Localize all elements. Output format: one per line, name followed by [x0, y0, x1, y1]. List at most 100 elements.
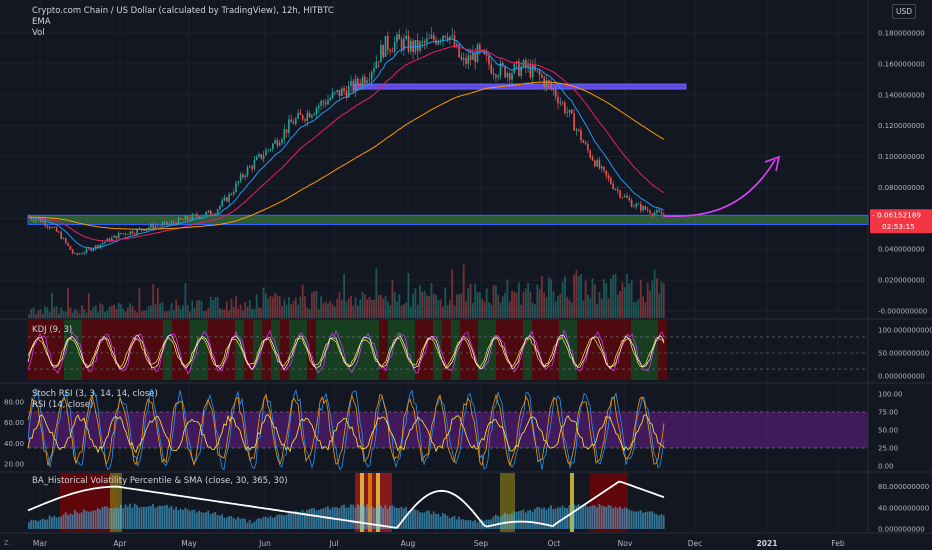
rsi-title[interactable]: RSI (14, close): [32, 400, 94, 410]
candle-body: [534, 64, 536, 71]
candle-body: [320, 101, 322, 106]
candle-body: [545, 80, 548, 87]
candle-body: [85, 248, 88, 253]
volume-bar: [357, 305, 359, 318]
candle-body: [313, 113, 315, 116]
candle-body: [580, 130, 582, 141]
hv-bar: [501, 514, 504, 529]
main-legend: Crypto.com Chain / US Dollar (calculated…: [32, 6, 334, 39]
volume-bar: [74, 308, 76, 318]
volume-bar: [53, 307, 56, 318]
candle-body: [472, 52, 474, 60]
candle-body: [488, 55, 490, 65]
kdj-background-band: [172, 320, 181, 380]
stoch-left-tick-label: 20.00: [4, 461, 24, 469]
candle-body: [640, 203, 642, 211]
volume-bar: [541, 276, 543, 318]
vol-label[interactable]: Vol: [32, 28, 45, 38]
candle-body: [94, 245, 97, 249]
hv-bar: [80, 512, 83, 529]
kdj-background-band: [379, 320, 388, 380]
volume-bar: [453, 305, 456, 318]
volume-bar: [504, 292, 506, 318]
candle-body: [262, 155, 265, 159]
candle-body: [541, 74, 543, 78]
x-tick-label: Aug: [401, 539, 416, 548]
volume-bar: [285, 305, 288, 318]
candle-body: [39, 218, 42, 223]
candle-body: [437, 40, 440, 45]
volume-bar: [483, 301, 486, 318]
volume-bar: [216, 296, 219, 318]
candle-body: [219, 205, 221, 210]
kdj-title[interactable]: KDJ (9, 3): [32, 325, 73, 335]
hv-bar: [92, 510, 95, 529]
kdj-background-band: [397, 320, 406, 380]
ema-label[interactable]: EMA: [32, 17, 51, 27]
volume-bar: [106, 310, 109, 318]
kdj-background-band: [631, 320, 640, 380]
stoch-rsi-title[interactable]: Stoch RSI (3, 3, 14, 14, close): [32, 389, 158, 399]
hv-bar: [570, 504, 573, 529]
kdj-pane[interactable]: [27, 320, 868, 380]
candle-body: [44, 220, 46, 226]
candle-body: [607, 175, 610, 179]
candle-body: [228, 193, 230, 202]
hv-bar: [591, 505, 594, 529]
volume-bar: [649, 291, 651, 318]
historical-volatility-pane[interactable]: [27, 473, 665, 532]
y-tick-label: 0.100000000: [878, 153, 925, 161]
hv-bar: [297, 511, 299, 529]
candle-body: [594, 160, 596, 167]
volume-bar: [94, 305, 97, 318]
volume-bar: [462, 264, 465, 318]
candle-body: [150, 224, 152, 228]
volume-bar: [331, 304, 334, 318]
volume-bar: [437, 300, 440, 318]
hv-bar: [363, 506, 366, 529]
hv-title[interactable]: BA_Historical Volatility Percentile & SM…: [32, 476, 288, 486]
hv-bar: [566, 508, 568, 529]
hv-tick-label: 40.000000000: [878, 504, 929, 512]
volume-bar: [554, 301, 557, 318]
hv-bar: [573, 504, 575, 529]
volume-bar: [499, 302, 502, 318]
kdj-background-band: [622, 320, 631, 380]
kdj-background-band: [271, 320, 280, 380]
hv-bar: [649, 511, 651, 529]
currency-button[interactable]: USD: [892, 4, 916, 19]
candle-body: [623, 195, 626, 197]
candle-body: [610, 178, 612, 185]
volume-bar: [159, 303, 161, 318]
hv-bar: [186, 509, 189, 529]
candle-body: [416, 40, 419, 51]
kdj-background-band: [550, 320, 559, 380]
hv-bar: [290, 512, 292, 529]
hv-bar: [485, 519, 488, 529]
volume-bar: [299, 296, 302, 318]
x-tick-label: Nov: [618, 539, 633, 548]
candle-body: [582, 140, 585, 143]
volume-bar: [412, 293, 414, 318]
stoch-rsi-pane[interactable]: [27, 388, 868, 471]
volume-bar: [30, 309, 33, 318]
hv-bar: [623, 507, 626, 529]
candle-body: [255, 156, 258, 161]
hv-bar: [589, 506, 591, 529]
candle-body: [474, 52, 476, 63]
hv-bar: [207, 510, 210, 529]
hv-bar: [329, 509, 332, 529]
kdj-background-band: [127, 320, 136, 380]
candle-body: [163, 221, 166, 224]
volume-bar: [646, 282, 649, 318]
y-tick-label: -0.000000000: [878, 308, 927, 316]
hv-bar: [253, 521, 256, 529]
hv-bar: [285, 514, 288, 529]
hv-bar: [366, 504, 368, 529]
hv-bar: [76, 512, 79, 529]
candle-body: [352, 80, 355, 92]
volume-bar: [184, 283, 187, 318]
price-pane[interactable]: [28, 27, 868, 256]
hv-bar: [582, 505, 585, 529]
